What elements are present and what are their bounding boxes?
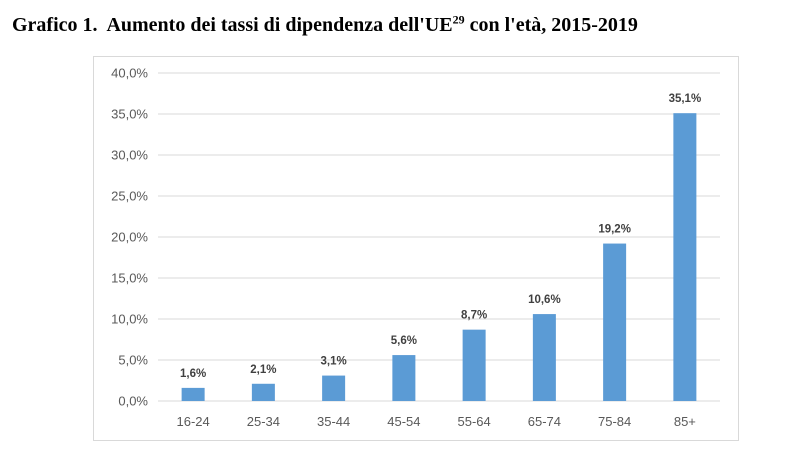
bar-85+ <box>673 113 697 402</box>
x-tick-label: 85+ <box>674 414 696 429</box>
figure-title-text: Aumento dei tassi di dipendenza dell'UE <box>106 14 453 36</box>
figure-label: Grafico 1. <box>12 14 98 36</box>
figure-title: Grafico 1. Aumento dei tassi di dipenden… <box>12 12 638 37</box>
data-label: 5,6% <box>391 335 417 347</box>
bar-55-64 <box>462 329 486 401</box>
x-tick-label: 65-74 <box>528 414 561 429</box>
chart-frame: 0,0% 5,0% 10,0% 15,0% 20,0% 25,0% 30,0% 35,0% 40… <box>93 56 739 441</box>
data-label: 2,1% <box>250 364 276 376</box>
x-tick-label: 75-84 <box>598 414 631 429</box>
bar-75-84 <box>603 243 627 401</box>
x-tick-label: 45-54 <box>387 414 420 429</box>
data-label: 1,6% <box>180 368 206 380</box>
footnote-ref: 29 <box>452 12 465 27</box>
x-tick-label: 35-44 <box>317 414 350 429</box>
bar-chart: 0,0% 5,0% 10,0% 15,0% 20,0% 25,0% 30,0% 35,0% 40… <box>111 66 720 429</box>
x-tick-label: 16-24 <box>177 414 210 429</box>
y-tick-label: 30,0% <box>111 148 148 163</box>
data-label: 3,1% <box>321 356 347 368</box>
bar-65-74 <box>532 314 556 401</box>
data-label: 19,2% <box>598 224 631 236</box>
data-label: 10,6% <box>528 294 561 306</box>
figure-title-suffix: con l'età, 2015-2019 <box>464 14 638 36</box>
bar-45-54 <box>392 355 416 401</box>
x-tick-label: 25-34 <box>247 414 280 429</box>
y-tick-label: 25,0% <box>111 189 148 204</box>
bar-35-44 <box>322 375 346 401</box>
y-tick-label: 10,0% <box>111 312 148 327</box>
y-tick-label: 40,0% <box>111 66 148 81</box>
y-tick-label: 15,0% <box>111 271 148 286</box>
data-label: 35,1% <box>669 93 702 105</box>
y-tick-label: 35,0% <box>111 107 148 122</box>
y-tick-label: 5,0% <box>118 353 148 368</box>
y-tick-label: 0,0% <box>118 394 148 409</box>
data-label: 8,7% <box>461 310 487 322</box>
y-tick-label: 20,0% <box>111 230 148 245</box>
x-tick-label: 55-64 <box>458 414 491 429</box>
bar-25-34 <box>251 383 275 401</box>
bar-16-24 <box>181 387 205 401</box>
